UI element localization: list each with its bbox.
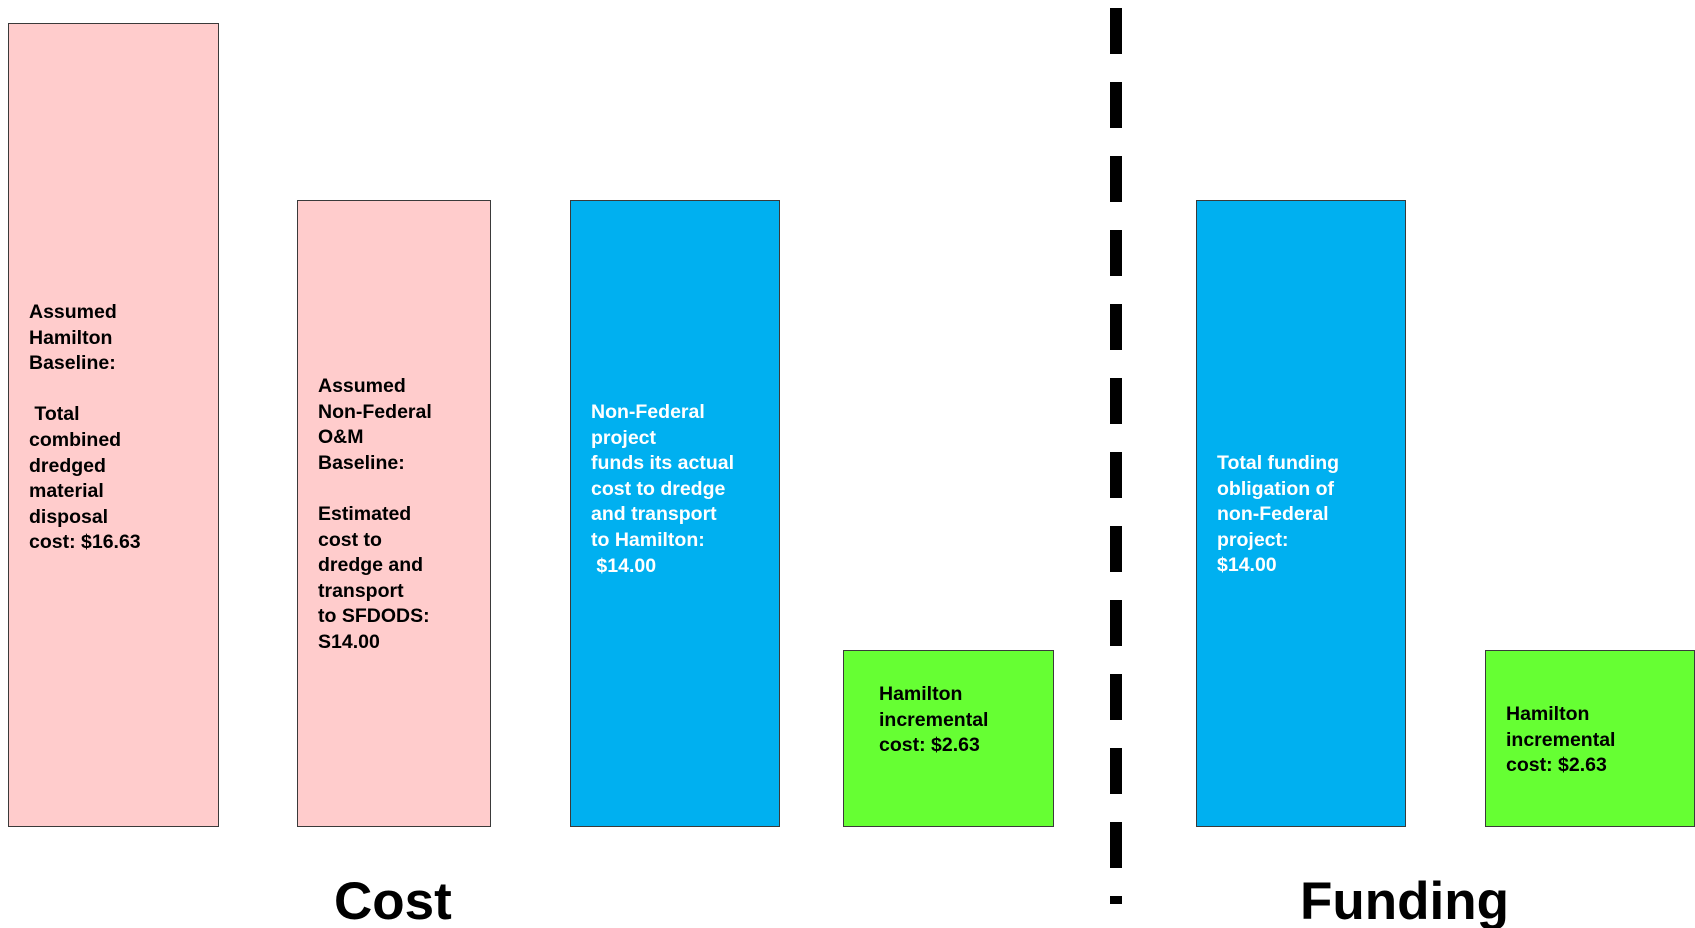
hamilton-incremental-funding-text: Hamilton incremental cost: $2.63 [1506,703,1616,777]
total-funding-obligation-box: Total funding obligation of non-Federal … [1196,200,1406,827]
non-federal-om-baseline-box: Assumed Non-Federal O&M Baseline: Estima… [297,200,491,827]
cost-section-label: Cost [334,872,452,928]
non-federal-om-baseline-text: Assumed Non-Federal O&M Baseline: Estima… [318,375,432,653]
hamilton-baseline-box: Assumed Hamilton Baseline: Total combine… [8,23,219,827]
total-funding-obligation-text: Total funding obligation of non-Federal … [1217,452,1340,577]
hamilton-incremental-funding-box: Hamilton incremental cost: $2.63 [1485,650,1695,827]
section-divider [1110,8,1122,904]
non-federal-project-cost-text: Non-Federal project funds its actual cos… [591,401,735,577]
hamilton-incremental-cost-box: Hamilton incremental cost: $2.63 [843,650,1054,827]
hamilton-baseline-text: Assumed Hamilton Baseline: Total combine… [29,301,141,554]
funding-section-label: Funding [1300,872,1509,928]
non-federal-project-cost-box: Non-Federal project funds its actual cos… [570,200,780,827]
hamilton-incremental-cost-text: Hamilton incremental cost: $2.63 [879,683,989,757]
